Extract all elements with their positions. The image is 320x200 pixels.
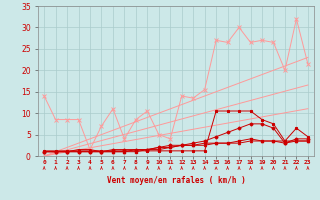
X-axis label: Vent moyen/en rafales ( km/h ): Vent moyen/en rafales ( km/h ): [107, 176, 245, 185]
